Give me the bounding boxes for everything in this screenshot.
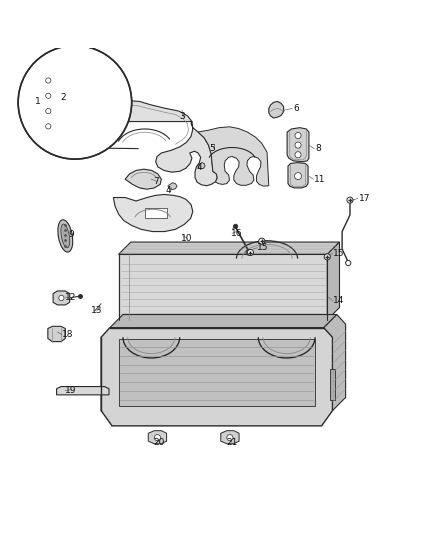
Circle shape bbox=[246, 250, 251, 255]
Polygon shape bbox=[113, 195, 193, 231]
Circle shape bbox=[154, 434, 160, 441]
Text: 13: 13 bbox=[91, 305, 102, 314]
Circle shape bbox=[346, 261, 351, 265]
Polygon shape bbox=[119, 338, 315, 406]
Text: 16: 16 bbox=[231, 229, 243, 238]
Circle shape bbox=[294, 173, 301, 180]
Text: 8: 8 bbox=[315, 144, 321, 153]
Polygon shape bbox=[125, 169, 161, 189]
Polygon shape bbox=[330, 369, 335, 400]
Circle shape bbox=[46, 108, 51, 114]
Polygon shape bbox=[288, 163, 308, 188]
Polygon shape bbox=[221, 431, 239, 444]
Circle shape bbox=[247, 249, 254, 256]
Circle shape bbox=[18, 46, 132, 159]
Text: 2: 2 bbox=[60, 93, 66, 102]
Text: 14: 14 bbox=[333, 296, 345, 305]
Polygon shape bbox=[57, 386, 109, 395]
Circle shape bbox=[347, 197, 353, 203]
Text: 19: 19 bbox=[65, 386, 77, 395]
Text: 11: 11 bbox=[314, 175, 326, 184]
Text: 6: 6 bbox=[293, 104, 299, 113]
Text: 21: 21 bbox=[226, 438, 238, 447]
Polygon shape bbox=[198, 163, 205, 169]
Text: 20: 20 bbox=[153, 438, 165, 447]
Text: 5: 5 bbox=[209, 144, 215, 153]
Circle shape bbox=[46, 93, 51, 99]
Text: 18: 18 bbox=[62, 330, 73, 339]
Polygon shape bbox=[145, 207, 166, 219]
Polygon shape bbox=[119, 242, 339, 254]
Polygon shape bbox=[53, 291, 70, 305]
Ellipse shape bbox=[61, 224, 70, 248]
Text: 15: 15 bbox=[333, 249, 345, 258]
Polygon shape bbox=[287, 128, 309, 161]
Text: 7: 7 bbox=[153, 177, 159, 186]
Polygon shape bbox=[168, 183, 177, 190]
Circle shape bbox=[227, 434, 233, 441]
Text: 4: 4 bbox=[166, 187, 172, 196]
Polygon shape bbox=[101, 328, 332, 426]
Text: 3: 3 bbox=[179, 112, 185, 121]
Circle shape bbox=[295, 142, 301, 148]
Circle shape bbox=[324, 254, 330, 260]
Polygon shape bbox=[48, 326, 65, 342]
Circle shape bbox=[295, 152, 301, 158]
Polygon shape bbox=[198, 127, 269, 186]
Polygon shape bbox=[327, 242, 339, 320]
Circle shape bbox=[46, 78, 51, 83]
Polygon shape bbox=[119, 254, 327, 320]
Polygon shape bbox=[269, 101, 284, 118]
Text: 4: 4 bbox=[197, 163, 202, 172]
Polygon shape bbox=[324, 314, 346, 410]
Circle shape bbox=[46, 124, 51, 129]
Polygon shape bbox=[41, 65, 55, 140]
Text: 10: 10 bbox=[180, 234, 192, 243]
Polygon shape bbox=[148, 431, 166, 444]
Text: 9: 9 bbox=[68, 230, 74, 239]
Ellipse shape bbox=[58, 220, 73, 252]
Text: 17: 17 bbox=[359, 194, 370, 203]
Text: 1: 1 bbox=[35, 98, 41, 107]
Text: 12: 12 bbox=[65, 293, 77, 302]
Text: 15: 15 bbox=[258, 243, 269, 252]
Polygon shape bbox=[109, 101, 217, 185]
Polygon shape bbox=[110, 314, 337, 328]
Circle shape bbox=[295, 133, 301, 139]
Circle shape bbox=[59, 295, 64, 301]
Circle shape bbox=[233, 224, 238, 229]
Circle shape bbox=[259, 238, 265, 244]
